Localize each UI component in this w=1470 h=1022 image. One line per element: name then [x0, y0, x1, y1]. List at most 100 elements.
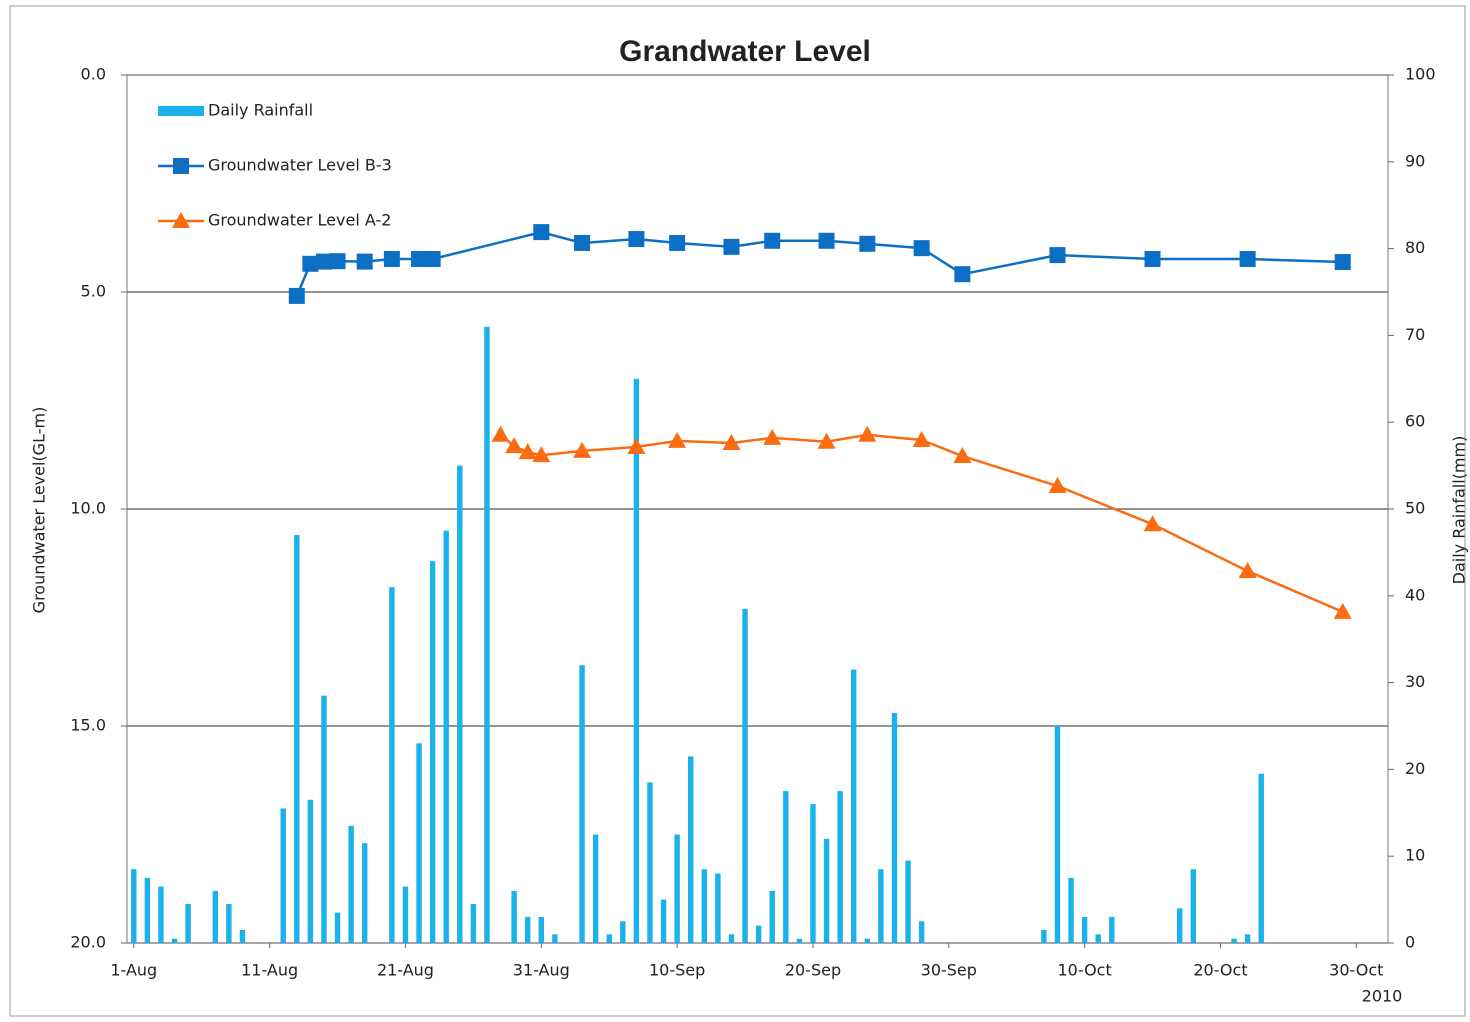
marker	[1144, 251, 1161, 268]
y-axis-title: Groundwater Level(GL-m)	[30, 407, 49, 614]
bar	[226, 903, 232, 943]
y2-tick-label: 70	[1405, 325, 1425, 344]
bar	[905, 860, 911, 943]
bar	[239, 929, 246, 943]
y-tick-label: 10.0	[70, 499, 106, 518]
bar	[443, 530, 449, 943]
marker	[913, 240, 930, 257]
bar	[783, 791, 789, 943]
legend-swatch	[158, 106, 204, 116]
y2-tick-label: 10	[1405, 846, 1425, 865]
marker	[491, 425, 510, 442]
marker	[505, 437, 524, 454]
bar	[511, 890, 517, 943]
marker	[722, 434, 741, 451]
bar	[579, 665, 585, 943]
bar	[538, 916, 544, 943]
bar	[878, 869, 884, 943]
marker	[173, 158, 189, 174]
marker	[763, 428, 782, 445]
bar	[321, 695, 327, 943]
marker	[424, 251, 441, 268]
legend-label: Groundwater Level B-3	[208, 156, 392, 175]
bar	[416, 743, 422, 943]
marker	[315, 253, 332, 270]
bar	[348, 825, 354, 943]
y2-tick-label: 100	[1405, 65, 1436, 84]
bar	[810, 804, 816, 943]
bar	[525, 916, 531, 943]
marker	[1143, 515, 1162, 532]
y2-axis-title: Daily Rainfall(mm)	[1450, 436, 1469, 585]
bar	[158, 886, 164, 943]
bar	[484, 326, 490, 944]
bar	[1244, 934, 1251, 943]
bar	[131, 869, 137, 943]
bar	[796, 938, 803, 943]
marker	[628, 231, 645, 248]
bar	[755, 925, 762, 943]
bar	[918, 921, 925, 943]
bar	[688, 756, 694, 943]
bar	[715, 873, 721, 943]
y-tick-label: 0.0	[81, 65, 106, 84]
bar	[280, 808, 286, 943]
bar	[891, 712, 898, 943]
x-tick-label: 11-Aug	[241, 961, 298, 980]
marker	[1048, 476, 1067, 493]
chart-frame	[9, 5, 1466, 1017]
x-tick-label: 10-Sep	[649, 961, 705, 980]
marker	[573, 441, 592, 458]
marker	[953, 447, 972, 464]
bar	[470, 903, 477, 943]
y2-tick-label: 40	[1405, 585, 1425, 604]
marker	[669, 234, 686, 251]
marker	[329, 253, 346, 270]
bar	[212, 890, 218, 943]
bar	[1081, 916, 1088, 943]
bar	[1109, 916, 1115, 943]
marker	[817, 432, 836, 449]
marker	[288, 287, 305, 304]
bar	[660, 899, 667, 943]
x-tick-label: 21-Aug	[377, 961, 434, 980]
marker	[912, 430, 931, 447]
bar	[294, 535, 300, 943]
bar	[1258, 773, 1264, 943]
bar	[1068, 877, 1074, 943]
bar	[307, 799, 314, 943]
bar	[633, 378, 640, 943]
bar	[606, 934, 612, 943]
bar	[1054, 726, 1061, 943]
bar	[837, 791, 843, 943]
marker	[668, 431, 687, 448]
legend-label: Groundwater Level A-2	[208, 211, 391, 230]
x-tick-label: 30-Sep	[921, 961, 977, 980]
bar	[457, 465, 463, 943]
y2-tick-label: 60	[1405, 412, 1425, 431]
x-tick-label: 20-Oct	[1193, 961, 1247, 980]
bar	[552, 934, 558, 943]
marker	[1239, 251, 1256, 268]
bar	[1041, 929, 1047, 943]
marker	[723, 238, 740, 255]
bar	[823, 838, 830, 943]
bar	[362, 843, 368, 943]
bar	[701, 869, 707, 943]
bar	[1231, 938, 1237, 943]
marker	[818, 232, 835, 249]
bar	[647, 782, 653, 943]
x-tick-label: 10-Oct	[1058, 961, 1112, 980]
marker	[1049, 247, 1066, 264]
marker	[302, 255, 319, 272]
marker	[764, 232, 781, 249]
y2-tick-label: 30	[1405, 672, 1425, 691]
marker	[1333, 602, 1352, 619]
x-tick-label: 20-Sep	[785, 961, 841, 980]
y-tick-label: 20.0	[70, 933, 106, 952]
bar	[402, 886, 409, 943]
marker	[356, 253, 373, 270]
legend-label: Daily Rainfall	[208, 101, 313, 120]
y2-tick-label: 20	[1405, 759, 1425, 778]
